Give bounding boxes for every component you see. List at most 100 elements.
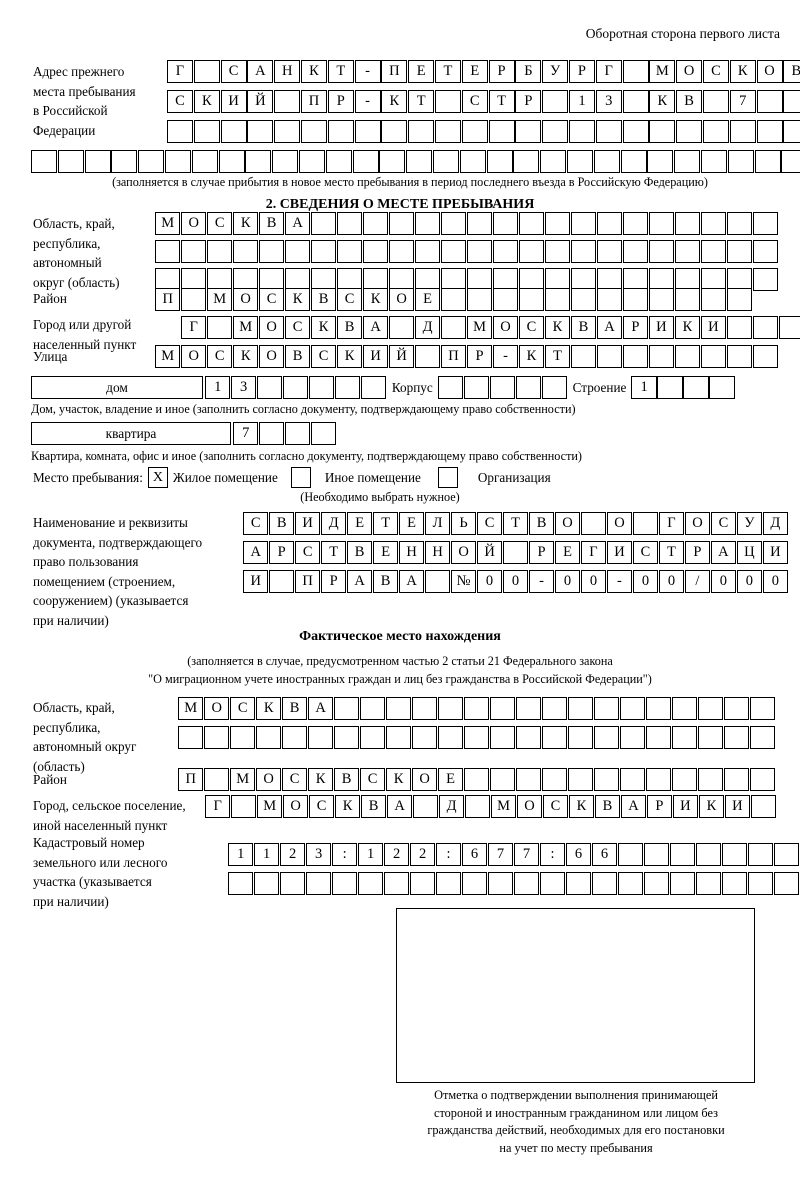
char-cell[interactable] — [282, 376, 309, 399]
char-cell[interactable] — [203, 726, 230, 749]
char-cell[interactable] — [272, 150, 299, 173]
char-cell[interactable]: О — [203, 697, 230, 720]
char-cell[interactable] — [255, 726, 282, 749]
char-cell[interactable]: О — [180, 212, 207, 235]
stroenie-cells[interactable]: 1 — [631, 376, 735, 399]
char-cell[interactable] — [752, 268, 779, 291]
char-cell[interactable]: 1 — [357, 843, 384, 866]
char-cell[interactable] — [518, 212, 545, 235]
char-cell[interactable]: А — [362, 316, 389, 339]
char-cell[interactable] — [331, 872, 358, 895]
char-cell[interactable]: О — [676, 60, 703, 83]
char-cell[interactable] — [752, 240, 779, 263]
char-cell[interactable]: Е — [437, 768, 464, 791]
char-cell[interactable] — [258, 240, 285, 263]
char-cell[interactable] — [541, 697, 568, 720]
char-cell[interactable]: К — [649, 90, 676, 113]
char-cell[interactable]: Г — [658, 512, 685, 535]
char-cell[interactable]: Т — [658, 541, 685, 564]
prev-address-row-3[interactable] — [167, 120, 800, 143]
char-cell[interactable] — [307, 726, 334, 749]
char-cell[interactable]: С — [476, 512, 503, 535]
char-cell[interactable]: Д — [414, 316, 441, 339]
char-cell[interactable]: О — [180, 345, 207, 368]
char-cell[interactable] — [437, 697, 464, 720]
char-cell[interactable] — [414, 240, 441, 263]
char-cell[interactable]: О — [756, 60, 783, 83]
char-cell[interactable] — [700, 288, 727, 311]
char-cell[interactable] — [228, 872, 254, 895]
char-cell[interactable] — [466, 212, 493, 235]
char-cell[interactable] — [518, 288, 545, 311]
char-cell[interactable] — [414, 345, 441, 368]
checkbox-residential[interactable]: X — [147, 467, 168, 488]
char-cell[interactable]: 1 — [253, 843, 280, 866]
char-cell[interactable] — [723, 726, 750, 749]
char-cell[interactable] — [230, 795, 257, 818]
char-cell[interactable]: 7 — [233, 422, 259, 445]
char-cell[interactable] — [773, 872, 800, 895]
char-cell[interactable]: К — [698, 795, 725, 818]
char-cell[interactable] — [408, 120, 435, 143]
char-cell[interactable] — [622, 60, 649, 83]
char-cell[interactable]: А — [596, 316, 623, 339]
char-cell[interactable] — [381, 120, 408, 143]
document-row-3[interactable]: И П Р А В А № 0 0-0 0-0 0/0 0 0 — [243, 570, 789, 593]
char-cell[interactable] — [409, 872, 436, 895]
char-cell[interactable]: П — [440, 345, 467, 368]
char-cell[interactable]: 7 — [487, 843, 514, 866]
char-cell[interactable]: Т — [320, 541, 347, 564]
char-cell[interactable] — [754, 150, 781, 173]
char-cell[interactable]: Г — [167, 60, 193, 83]
char-cell[interactable]: Г — [580, 541, 607, 564]
char-cell[interactable] — [218, 150, 245, 173]
char-cell[interactable] — [354, 120, 381, 143]
char-cell[interactable]: Е — [398, 512, 425, 535]
char-cell[interactable]: Н — [424, 541, 451, 564]
char-cell[interactable]: А — [620, 795, 647, 818]
char-cell[interactable] — [580, 512, 607, 535]
char-cell[interactable]: М — [155, 212, 181, 235]
char-cell[interactable]: Д — [438, 795, 465, 818]
char-cell[interactable]: 0 — [710, 570, 737, 593]
char-cell[interactable] — [336, 212, 363, 235]
char-cell[interactable] — [683, 376, 709, 399]
char-cell[interactable]: Н — [398, 541, 425, 564]
char-cell[interactable] — [726, 212, 753, 235]
flat-cells[interactable]: 7 — [233, 422, 337, 445]
char-cell[interactable]: К — [310, 316, 337, 339]
char-cell[interactable]: О — [684, 512, 711, 535]
char-cell[interactable]: В — [268, 512, 295, 535]
char-cell[interactable]: Й — [476, 541, 503, 564]
char-cell[interactable]: К — [336, 345, 363, 368]
char-cell[interactable] — [489, 768, 516, 791]
char-cell[interactable] — [726, 240, 753, 263]
char-cell[interactable]: Р — [684, 541, 711, 564]
char-cell[interactable]: В — [570, 316, 597, 339]
char-cell[interactable] — [648, 212, 675, 235]
char-cell[interactable] — [783, 90, 800, 113]
char-cell[interactable] — [435, 872, 462, 895]
char-cell[interactable] — [488, 120, 515, 143]
char-cell[interactable]: К — [362, 288, 389, 311]
char-cell[interactable] — [203, 768, 230, 791]
char-cell[interactable] — [274, 120, 301, 143]
char-cell[interactable] — [620, 150, 647, 173]
char-cell[interactable]: 2 — [409, 843, 436, 866]
checkbox-other-premises[interactable] — [290, 467, 311, 488]
char-cell[interactable] — [591, 872, 618, 895]
char-cell[interactable] — [756, 120, 783, 143]
char-cell[interactable]: К — [300, 60, 327, 83]
char-cell[interactable] — [434, 120, 461, 143]
char-cell[interactable]: Д — [320, 512, 347, 535]
char-cell[interactable] — [671, 768, 698, 791]
char-cell[interactable] — [649, 120, 676, 143]
char-cell[interactable]: С — [336, 288, 363, 311]
char-cell[interactable] — [773, 843, 800, 866]
char-cell[interactable] — [783, 120, 800, 143]
char-cell[interactable] — [676, 120, 703, 143]
char-cell[interactable] — [567, 697, 594, 720]
char-cell[interactable] — [541, 726, 568, 749]
